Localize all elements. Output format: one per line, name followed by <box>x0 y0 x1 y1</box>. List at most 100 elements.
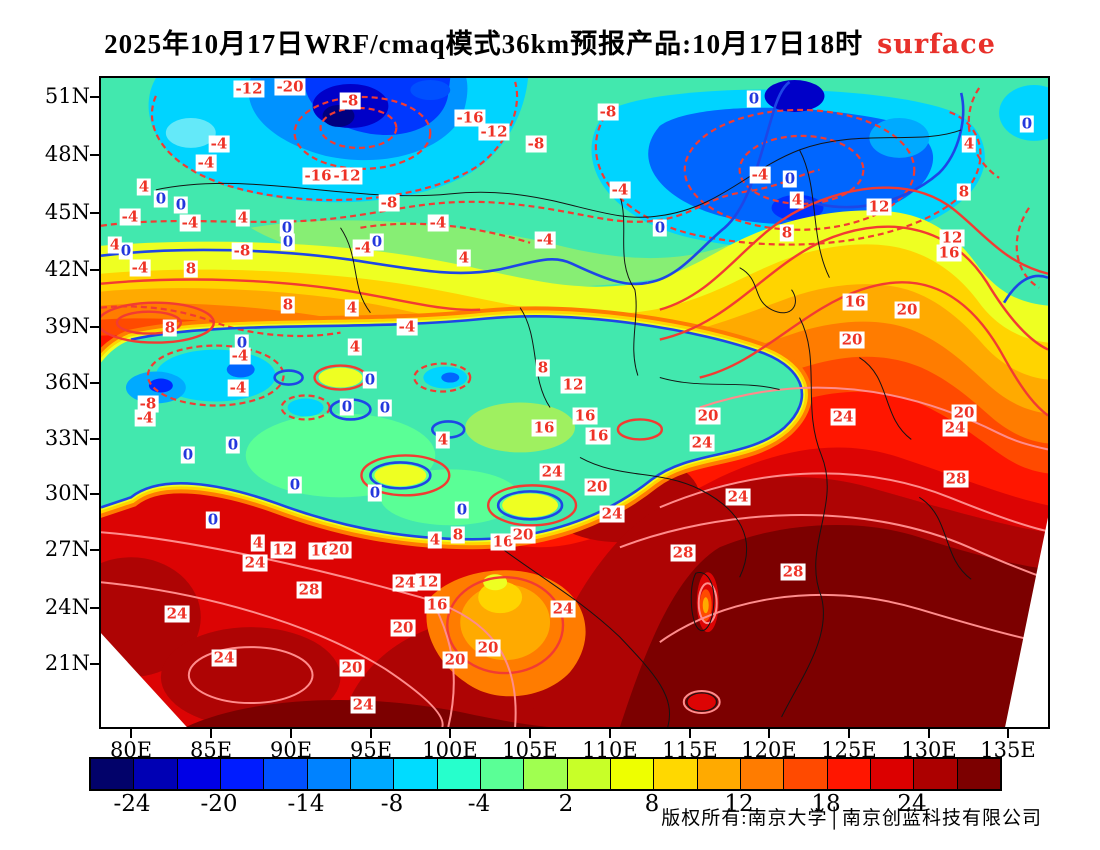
colorbar-cell <box>524 759 568 789</box>
contour-label: -4 <box>179 213 201 232</box>
x-axis-tick <box>529 729 531 738</box>
temperature-colorbar <box>89 757 1002 791</box>
contour-label: 20 <box>951 403 977 422</box>
x-axis-tick <box>609 729 611 738</box>
contour-label: 0 <box>234 333 250 352</box>
colorbar-cell <box>654 759 698 789</box>
contour-label: 4 <box>107 235 123 254</box>
contour-label: 20 <box>510 525 536 544</box>
y-axis-label: 48N <box>44 142 90 166</box>
contour-label: 4 <box>344 298 360 317</box>
x-axis-tick <box>290 729 292 738</box>
colorbar-cell <box>870 759 915 789</box>
colorbar-cell <box>697 759 741 789</box>
colorbar-label: -24 <box>113 791 151 817</box>
colorbar-cell <box>914 759 958 789</box>
colorbar-cell <box>264 759 308 789</box>
contour-label: 20 <box>339 658 365 677</box>
contour-label: -4 <box>749 165 771 184</box>
contour-label: 20 <box>584 477 610 496</box>
contour-label: 0 <box>118 241 134 260</box>
contour-label: -8 <box>597 102 619 121</box>
x-axis-tick <box>768 729 770 738</box>
contour-label: -8 <box>339 91 361 110</box>
contour-label: 28 <box>296 580 322 599</box>
contour-label: -4 <box>396 317 418 336</box>
contour-label: -4 <box>208 134 230 153</box>
temperature-map <box>99 76 1050 729</box>
contour-label: 8 <box>450 525 466 544</box>
contour-label: 4 <box>456 248 472 267</box>
x-axis-tick <box>449 729 451 738</box>
contour-label: 24 <box>350 695 376 714</box>
contour-label: 24 <box>550 599 576 618</box>
colorbar-label: -14 <box>287 791 325 817</box>
contour-label: -12 <box>233 79 265 98</box>
contour-label: 0 <box>367 483 383 502</box>
y-axis-label: 36N <box>44 370 90 394</box>
contour-label: 0 <box>454 500 470 519</box>
x-axis-tick <box>130 729 132 738</box>
title-surface-tag: surface <box>877 29 996 60</box>
y-axis-tick <box>90 326 99 328</box>
contour-label: 0 <box>287 475 303 494</box>
contour-label: -8 <box>231 241 253 260</box>
contour-label: 12 <box>866 197 892 216</box>
contour-label: 28 <box>780 562 806 581</box>
copyright-text: 版权所有:南京大学│南京创蓝科技有限公司 <box>661 808 1042 829</box>
colorbar-cell <box>307 759 351 789</box>
contour-label: -8 <box>378 193 400 212</box>
colorbar-label: 8 <box>644 791 660 817</box>
contour-label: -4 <box>229 346 251 365</box>
contour-label: 0 <box>205 510 221 529</box>
contour-label: 12 <box>415 572 441 591</box>
contour-label: 4 <box>961 134 977 153</box>
contour-label: 20 <box>839 330 865 349</box>
contour-label: -4 <box>227 378 249 397</box>
page-title: 2025年10月17日WRF/cmaq模式36km预报产品:10月17日18时 s… <box>0 22 1100 61</box>
contour-label: 16 <box>531 418 557 437</box>
y-axis-label: 33N <box>44 426 90 450</box>
colorbar-label: 12 <box>724 791 754 817</box>
contour-label: 28 <box>943 469 969 488</box>
y-axis-tick <box>90 212 99 214</box>
contour-label: 4 <box>789 190 805 209</box>
contour-label: 4 <box>435 430 451 449</box>
contour-label: 12 <box>560 375 586 394</box>
contour-label: 0 <box>1019 114 1035 133</box>
contour-label: 24 <box>599 504 625 523</box>
contour-label: 16 <box>585 426 611 445</box>
contour-label: -8 <box>137 394 159 413</box>
contour-label: -4 <box>119 207 141 226</box>
y-axis-label: 45N <box>44 200 90 224</box>
x-axis-tick <box>370 729 372 738</box>
colorbar-cell <box>567 759 611 789</box>
province-borders <box>155 129 972 727</box>
y-axis-label: 21N <box>44 651 90 675</box>
contour-label: 16 <box>424 595 450 614</box>
contour-label: 0 <box>153 189 169 208</box>
contour-label: -16 <box>302 166 334 185</box>
contour-label: 24 <box>942 418 968 437</box>
contour-label: -4 <box>195 153 217 172</box>
y-axis-label: 27N <box>44 537 90 561</box>
colorbar-cell <box>220 759 265 789</box>
contour-label: 0 <box>369 232 385 251</box>
contour-label: 0 <box>339 397 355 416</box>
temperature-field <box>101 78 1048 727</box>
contour-label: 4 <box>427 530 443 549</box>
contour-label: 12 <box>270 540 296 559</box>
y-axis-label: 51N <box>44 84 90 108</box>
contour-label: 8 <box>183 259 199 278</box>
contour-label: 8 <box>162 318 178 337</box>
y-axis-label: 24N <box>44 595 90 619</box>
contour-label: 24 <box>689 433 715 452</box>
contour-label: 28 <box>670 543 696 562</box>
contour-label: 0 <box>377 398 393 417</box>
colorbar-cell <box>784 759 828 789</box>
contour-label: 16 <box>842 292 868 311</box>
contour-label: 16 <box>572 406 598 425</box>
contour-label: -4 <box>134 408 156 427</box>
x-axis-tick <box>1007 729 1009 738</box>
